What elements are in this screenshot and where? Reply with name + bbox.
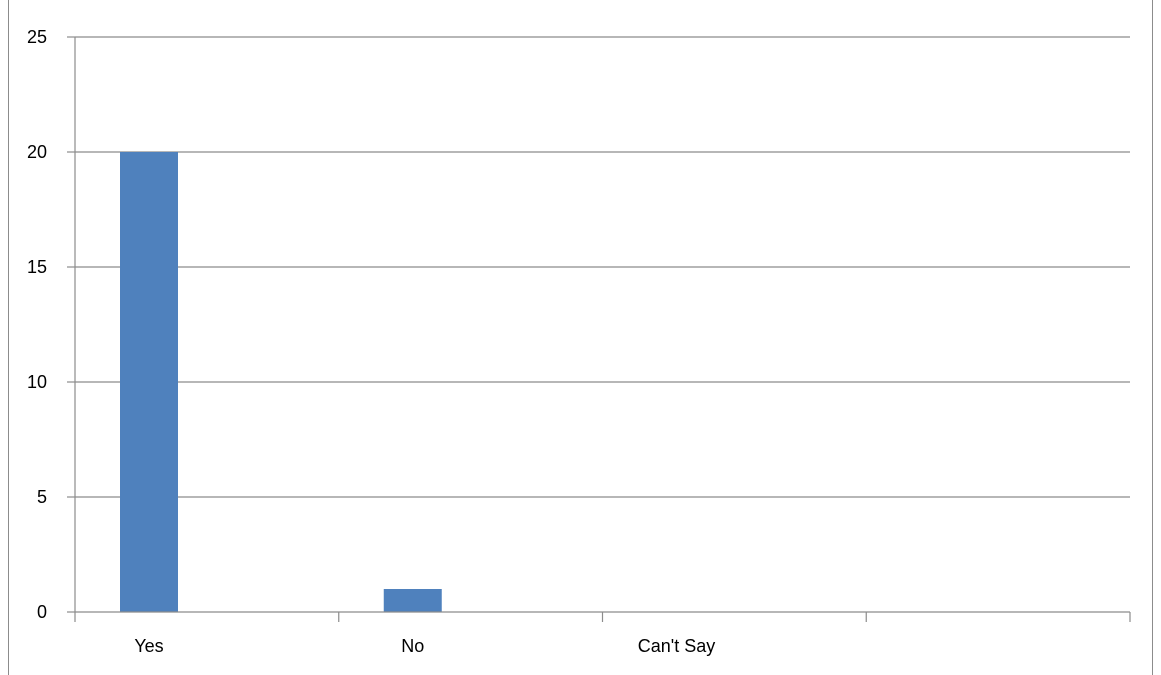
y-tick-label: 0	[37, 602, 47, 622]
bar-no	[383, 589, 442, 612]
y-tick-label: 5	[37, 487, 47, 507]
frame-left-edge	[8, 0, 9, 675]
axes	[67, 36, 1131, 622]
x-tick-label: Yes	[134, 636, 163, 656]
y-tick-label: 15	[27, 257, 47, 277]
bar-yes	[120, 152, 178, 612]
x-tick-label: Can't Say	[638, 636, 715, 656]
y-tick-label: 20	[27, 142, 47, 162]
y-tick-label: 25	[27, 27, 47, 47]
frame-right-edge	[1152, 0, 1153, 675]
bars	[120, 152, 442, 612]
y-tick-label: 10	[27, 372, 47, 392]
tick-labels: 0 5 10 15 20 25 Yes No Can't Say	[27, 27, 715, 656]
x-tick-label: No	[401, 636, 424, 656]
gridlines	[75, 36, 1130, 498]
